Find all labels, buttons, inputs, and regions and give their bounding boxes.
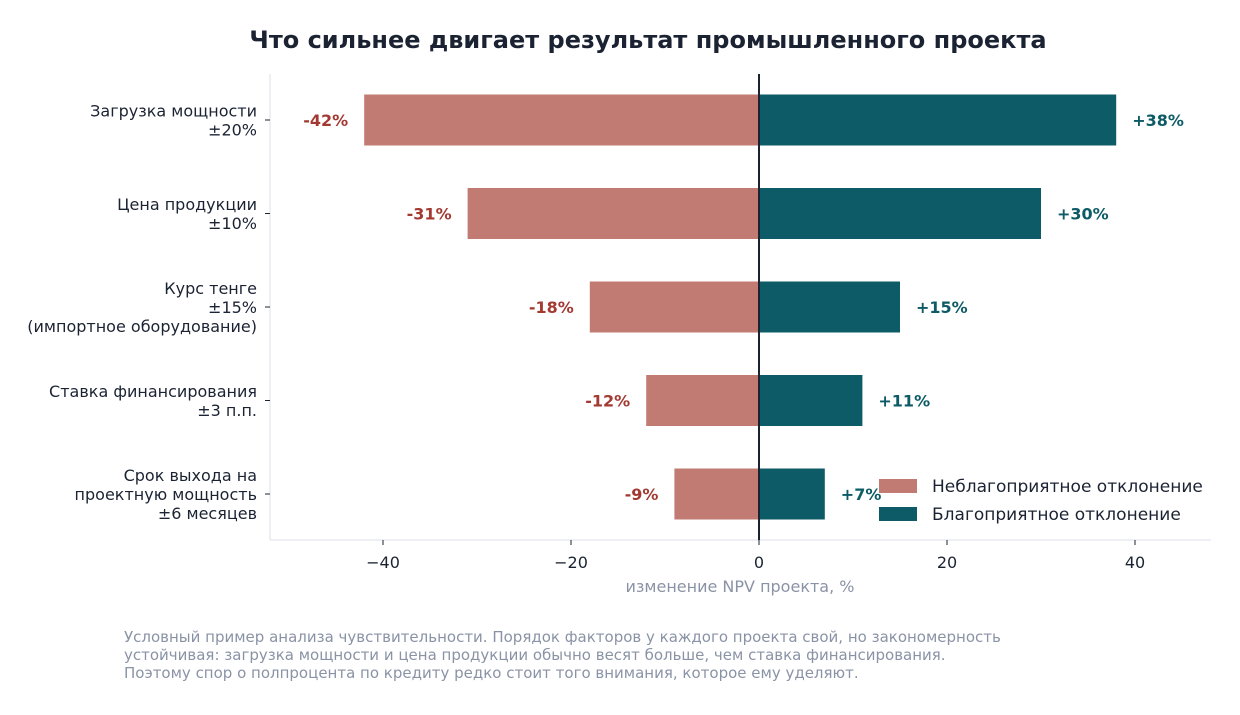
legend-label: Благоприятное отклонение xyxy=(932,505,1181,525)
bar-positive xyxy=(759,375,863,426)
bar-positive xyxy=(759,281,900,333)
y-tick-label: Загрузка мощности ±20% xyxy=(90,102,257,140)
data-label: +30% xyxy=(1057,205,1109,224)
x-axis-label: изменение NPV проекта, % xyxy=(626,577,855,596)
data-label: +11% xyxy=(878,392,930,411)
data-label: -12% xyxy=(585,392,630,411)
y-tick-label: Срок выхода на проектную мощность ±6 месяц… xyxy=(75,466,257,523)
bar-negative xyxy=(364,94,759,146)
data-label: -9% xyxy=(625,485,659,504)
bar-negative xyxy=(646,375,759,426)
x-tick-label: 0 xyxy=(754,553,764,572)
data-label: +7% xyxy=(841,485,882,504)
footnote-line: Поэтому спор о полпроцента по кредиту ре… xyxy=(124,664,859,682)
bar-positive xyxy=(759,468,825,520)
footnote: Условный пример анализа чувствительности… xyxy=(124,628,1124,682)
bar-negative xyxy=(467,188,759,239)
data-label: -18% xyxy=(529,298,574,317)
legend-swatch xyxy=(879,479,917,493)
footnote-line: устойчивая: загрузка мощности и цена про… xyxy=(124,646,946,664)
x-tick-label: 20 xyxy=(937,553,957,572)
plot-area: −40 −20 0 20 40 Загрузка мощности ±20% -42% +38%… xyxy=(27,74,1211,572)
bar-positive xyxy=(759,94,1117,146)
data-label: +38% xyxy=(1132,111,1184,130)
y-tick-label: Курс тенге ±15% (импортное оборудование) xyxy=(27,279,257,336)
data-label: -31% xyxy=(407,205,452,224)
legend: Неблагоприятное отклонение Благоприятное … xyxy=(879,477,1203,525)
data-label: +15% xyxy=(916,298,968,317)
bar-negative xyxy=(589,281,759,333)
y-tick-label: Цена продукции ±10% xyxy=(117,195,257,233)
bar-negative xyxy=(674,468,759,520)
legend-label: Неблагоприятное отклонение xyxy=(932,477,1203,497)
y-tick-label: Ставка финансирования ±3 п.п. xyxy=(49,382,257,420)
bar-positive xyxy=(759,188,1041,239)
x-tick-label: 40 xyxy=(1125,553,1145,572)
chart-title: Что сильнее двигает результат промышленн… xyxy=(249,26,1046,54)
tornado-chart: Что сильнее двигает результат промышленн… xyxy=(27,26,1211,596)
footnote-line: Условный пример анализа чувствительности… xyxy=(124,628,1001,646)
legend-swatch xyxy=(879,507,917,521)
x-tick-label: −40 xyxy=(366,553,400,572)
x-tick-label: −20 xyxy=(554,553,588,572)
data-label: -42% xyxy=(303,111,348,130)
